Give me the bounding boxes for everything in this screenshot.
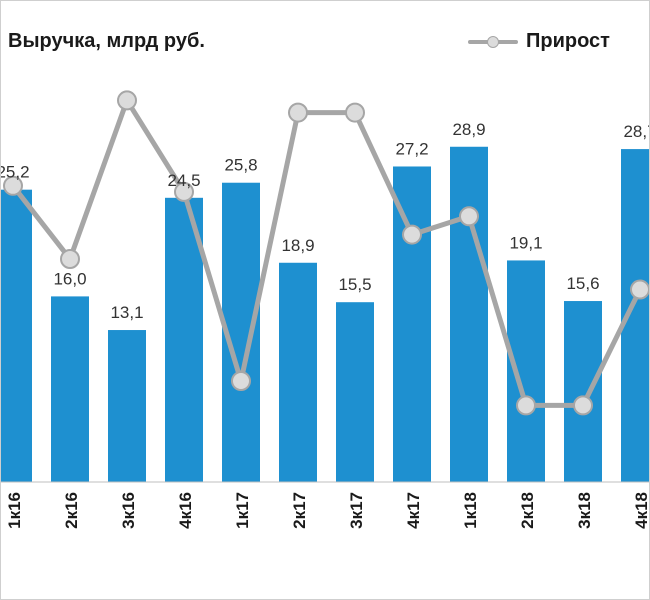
bar-value-label: 13,1 <box>110 303 143 322</box>
growth-point <box>3 175 23 196</box>
growth-point <box>231 371 251 391</box>
bar <box>165 197 203 483</box>
bar <box>564 301 602 482</box>
growth-point <box>60 249 80 269</box>
x-tick-label: 4к16 <box>176 492 195 529</box>
bar <box>393 166 431 483</box>
x-tick-label: 4к17 <box>404 492 423 529</box>
x-tick-label: 1к17 <box>233 492 252 529</box>
x-tick-label: 3к16 <box>119 492 138 529</box>
bar-value-label: 27,2 <box>395 139 428 158</box>
legend: Прирост <box>468 30 610 53</box>
x-tick-label: 2к18 <box>518 492 537 529</box>
growth-line <box>10 97 643 408</box>
chart-title: Выручка, млрд руб. <box>8 30 205 52</box>
growth-point <box>516 395 536 416</box>
growth-point <box>117 90 137 111</box>
bar-value-label: 19,1 <box>509 233 542 252</box>
growth-point <box>174 181 194 202</box>
bar <box>108 330 146 482</box>
growth-point <box>288 102 308 123</box>
legend-label-growth: Прирост <box>526 30 610 52</box>
growth-point <box>402 224 422 245</box>
bar-value-label: 24,5 <box>167 171 200 190</box>
bar-value-label: 15,5 <box>338 275 371 294</box>
x-tick-label: 2к17 <box>290 492 309 529</box>
bar <box>507 260 545 482</box>
bar-value-label: 28,7 <box>623 122 650 141</box>
x-tick-labels-group: 1к16 2к16 3к16 4к16 1к17 2к17 3к17 4к17 1к18 2к18… <box>5 492 650 529</box>
growth-point <box>573 395 593 416</box>
bar-value-label: 25,2 <box>0 163 30 182</box>
bar <box>336 302 374 482</box>
x-tick-label: 3к18 <box>575 492 594 529</box>
bar-value-label: 18,9 <box>281 236 314 255</box>
x-tick-label: 1к16 <box>5 492 24 529</box>
bar-value-label: 25,8 <box>224 156 257 175</box>
bar-value-label: 15,6 <box>566 274 599 293</box>
legend-line-marker-icon <box>468 35 518 49</box>
x-tick-label: 4к18 <box>632 492 650 529</box>
bars-group <box>0 146 650 483</box>
bar-labels-group: 25,2 16,0 13,1 24,5 25,8 18,9 15,5 27,2 28,9 19,1… <box>0 120 650 322</box>
bar <box>450 146 488 482</box>
x-tick-label: 2к16 <box>62 492 81 529</box>
bar-value-label: 28,9 <box>452 120 485 139</box>
bar-value-label: 16,0 <box>53 269 86 288</box>
growth-line-group <box>3 90 650 416</box>
growth-point <box>345 102 365 123</box>
growth-point <box>459 206 479 227</box>
growth-point <box>630 279 650 300</box>
bar <box>279 262 317 482</box>
bar <box>0 189 32 482</box>
x-tick-label: 1к18 <box>461 492 480 529</box>
x-tick-label: 3к17 <box>347 492 366 529</box>
bar <box>51 296 89 482</box>
